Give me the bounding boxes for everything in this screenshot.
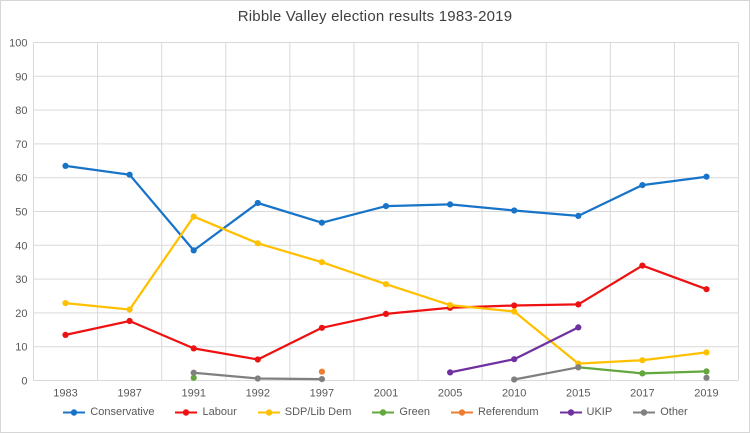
y-tick-label: 0 (21, 376, 27, 388)
data-point-labour (126, 317, 133, 325)
data-point-green (639, 370, 646, 377)
data-point-labour (190, 345, 197, 352)
data-point-ukip (575, 324, 582, 331)
y-tick-label: 70 (15, 139, 27, 151)
data-point-referendum (318, 368, 325, 375)
data-point-conservative (126, 171, 133, 178)
data-point-labour (575, 301, 582, 308)
legend-marker-icon (450, 408, 473, 416)
x-tick-label: 1992 (246, 388, 270, 400)
data-point-sdp-lib-dem (447, 302, 454, 309)
legend-dot (458, 408, 466, 416)
legend-marker-icon (257, 408, 280, 416)
data-point-conservative (254, 199, 261, 207)
legend-marker-icon (175, 408, 198, 416)
data-point-conservative (62, 162, 69, 169)
data-point-ukip (447, 369, 454, 376)
data-point-sdp-lib-dem (639, 357, 646, 364)
data-point-conservative (318, 219, 325, 226)
data-point-conservative (639, 182, 646, 189)
legend-label: SDP/Lib Dem (284, 406, 352, 418)
legend-marker-icon (63, 408, 86, 416)
legend-marker-icon (633, 408, 656, 416)
legend-dot (265, 408, 272, 416)
x-tick-label: 1997 (310, 388, 334, 400)
legend-dot (71, 408, 78, 416)
x-tick-label: 2015 (566, 388, 590, 400)
x-tick-label: 2019 (694, 388, 718, 400)
data-point-other (575, 364, 582, 371)
x-tick-label: 2017 (630, 388, 654, 400)
legend-item-green: Green (371, 406, 430, 418)
chart-legend: Conservative Labour SDP/Lib Dem Green Refere… (1, 406, 749, 418)
y-tick-label: 80 (15, 105, 27, 117)
legend-marker-icon (559, 408, 582, 416)
data-point-conservative (382, 203, 390, 210)
data-point-conservative (575, 212, 582, 219)
data-point-other (511, 376, 518, 383)
legend-label: Conservative (90, 406, 155, 418)
data-point-green (190, 374, 197, 381)
y-tick-label: 90 (15, 71, 27, 83)
data-point-sdp-lib-dem (62, 300, 69, 307)
data-point-conservative (190, 247, 197, 254)
data-point-green (703, 368, 710, 375)
legend-dot (567, 408, 574, 416)
data-point-sdp-lib-dem (703, 349, 710, 356)
x-tick-label: 2005 (438, 388, 462, 400)
legend-item-conservative: Conservative (62, 406, 154, 418)
data-point-sdp-lib-dem (126, 306, 133, 313)
legend-label: UKIP (586, 406, 613, 418)
x-tick-label: 2010 (502, 388, 526, 400)
data-point-conservative (703, 173, 710, 180)
data-point-sdp-lib-dem (254, 240, 261, 247)
y-tick-label: 10 (15, 342, 27, 354)
y-tick-label: 30 (15, 274, 27, 286)
legend-marker-icon (372, 408, 395, 416)
data-point-other (190, 369, 197, 376)
data-point-ukip (511, 356, 518, 363)
data-point-other (703, 374, 710, 381)
legend-label: Labour (202, 406, 237, 418)
y-tick-label: 50 (15, 207, 27, 219)
data-point-other (254, 375, 261, 382)
legend-item-ukip: UKIP (559, 406, 613, 418)
legend-dot (380, 408, 387, 416)
legend-label: Green (399, 406, 430, 418)
data-point-conservative (447, 201, 454, 208)
y-tick-label: 40 (15, 240, 27, 252)
x-tick-label: 1983 (53, 388, 77, 400)
data-point-sdp-lib-dem (318, 259, 325, 266)
legend-item-other: Other (632, 406, 688, 418)
legend-item-labour: Labour (174, 406, 237, 418)
y-tick-label: 100 (9, 38, 27, 50)
x-tick-label: 1987 (117, 388, 141, 400)
legend-item-sdp-lib-dem: SDP/Lib Dem (257, 406, 352, 418)
series-line-ukip (448, 326, 580, 374)
x-tick-label: 2001 (374, 388, 398, 400)
data-point-sdp-lib-dem (382, 281, 390, 288)
chart-title: Ribble Valley election results 1983-2019 (237, 8, 513, 25)
x-tick-label: 1991 (181, 388, 205, 400)
data-point-labour (254, 356, 261, 363)
legend-dot (641, 408, 648, 416)
data-point-labour (639, 262, 646, 269)
data-point-labour (318, 324, 325, 331)
data-point-labour (382, 310, 390, 317)
legend-label: Other (660, 406, 688, 418)
data-point-labour (511, 302, 518, 309)
data-point-sdp-lib-dem (190, 213, 197, 220)
y-tick-label: 20 (15, 308, 27, 320)
y-tick-label: 60 (15, 173, 27, 185)
data-point-labour (62, 331, 69, 338)
data-point-labour (703, 286, 710, 293)
data-point-conservative (511, 207, 518, 214)
data-point-other (318, 376, 325, 383)
data-point-sdp-lib-dem (511, 308, 518, 315)
legend-item-referendum: Referendum (450, 406, 539, 418)
legend-dot (183, 408, 190, 416)
legend-label: Referendum (477, 406, 539, 418)
